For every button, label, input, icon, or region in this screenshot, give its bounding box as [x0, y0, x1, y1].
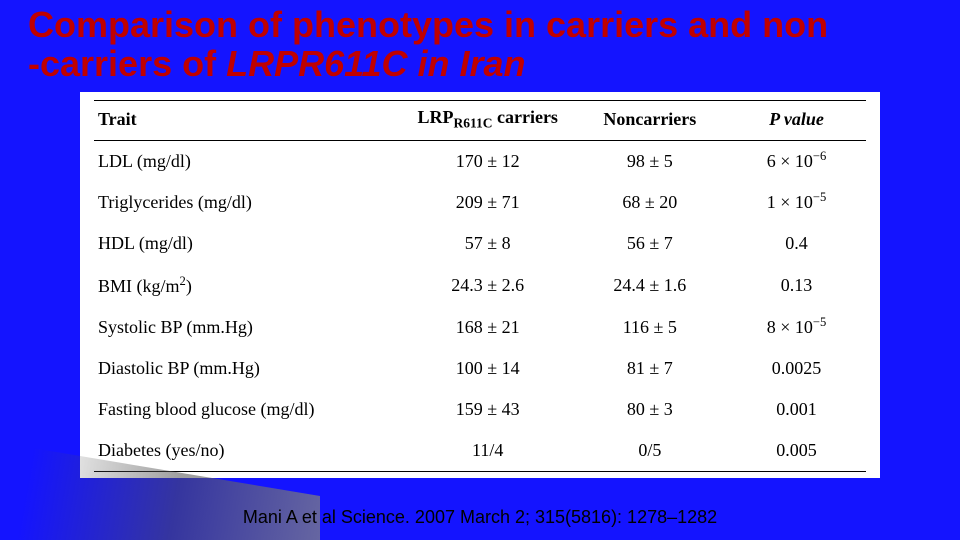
- cell-pvalue: 0.005: [727, 430, 866, 472]
- cell-pvalue: 0.001: [727, 389, 866, 430]
- cell-pvalue: 0.13: [727, 264, 866, 307]
- cell-noncarriers: 56 ± 7: [573, 223, 727, 264]
- table-row: Systolic BP (mm.Hg)168 ± 21116 ± 58 × 10…: [94, 307, 866, 348]
- table-row: Diastolic BP (mm.Hg)100 ± 1481 ± 70.0025: [94, 348, 866, 389]
- table-row: Triglycerides (mg/dl)209 ± 7168 ± 201 × …: [94, 182, 866, 223]
- table-row: LDL (mg/dl)170 ± 1298 ± 56 × 10−6: [94, 140, 866, 182]
- cell-trait: LDL (mg/dl): [94, 140, 403, 182]
- table-body: LDL (mg/dl)170 ± 1298 ± 56 × 10−6Triglyc…: [94, 140, 866, 471]
- cell-trait: HDL (mg/dl): [94, 223, 403, 264]
- cell-carriers: 24.3 ± 2.6: [403, 264, 573, 307]
- col-trait: Trait: [94, 101, 403, 141]
- col-noncarriers: Noncarriers: [573, 101, 727, 141]
- cell-pvalue: 0.4: [727, 223, 866, 264]
- table-row: HDL (mg/dl)57 ± 856 ± 70.4: [94, 223, 866, 264]
- cell-noncarriers: 116 ± 5: [573, 307, 727, 348]
- cell-trait: Diastolic BP (mm.Hg): [94, 348, 403, 389]
- slide: Comparison of phenotypes in carriers and…: [0, 0, 960, 540]
- title-line1: Comparison of phenotypes in carriers and…: [28, 4, 828, 45]
- cell-trait: Fasting blood glucose (mg/dl): [94, 389, 403, 430]
- cell-carriers: 100 ± 14: [403, 348, 573, 389]
- title-line2-prefix: -carriers of: [28, 43, 226, 84]
- cell-pvalue: 6 × 10−6: [727, 140, 866, 182]
- title-line2-dot: .: [526, 43, 536, 84]
- slide-title: Comparison of phenotypes in carriers and…: [28, 6, 938, 84]
- table-row: Fasting blood glucose (mg/dl)159 ± 4380 …: [94, 389, 866, 430]
- cell-noncarriers: 0/5: [573, 430, 727, 472]
- table-row: BMI (kg/m2)24.3 ± 2.624.4 ± 1.60.13: [94, 264, 866, 307]
- cell-trait: Diabetes (yes/no): [94, 430, 403, 472]
- col-carriers: LRPR611C carriers: [403, 101, 573, 141]
- table-container: Trait LRPR611C carriers Noncarriers P va…: [80, 92, 880, 478]
- cell-carriers: 168 ± 21: [403, 307, 573, 348]
- table-header-row: Trait LRPR611C carriers Noncarriers P va…: [94, 101, 866, 141]
- cell-pvalue: 0.0025: [727, 348, 866, 389]
- citation: Mani A et al Science. 2007 March 2; 315(…: [0, 507, 960, 528]
- cell-noncarriers: 68 ± 20: [573, 182, 727, 223]
- col-pvalue: P value: [727, 101, 866, 141]
- cell-noncarriers: 24.4 ± 1.6: [573, 264, 727, 307]
- cell-noncarriers: 98 ± 5: [573, 140, 727, 182]
- cell-noncarriers: 81 ± 7: [573, 348, 727, 389]
- cell-carriers: 11/4: [403, 430, 573, 472]
- cell-trait: Triglycerides (mg/dl): [94, 182, 403, 223]
- cell-carriers: 170 ± 12: [403, 140, 573, 182]
- cell-trait: BMI (kg/m2): [94, 264, 403, 307]
- cell-trait: Systolic BP (mm.Hg): [94, 307, 403, 348]
- cell-carriers: 209 ± 71: [403, 182, 573, 223]
- cell-pvalue: 8 × 10−5: [727, 307, 866, 348]
- cell-noncarriers: 80 ± 3: [573, 389, 727, 430]
- cell-carriers: 57 ± 8: [403, 223, 573, 264]
- title-line2-italic: LRPR611C in Iran: [226, 43, 525, 84]
- cell-pvalue: 1 × 10−5: [727, 182, 866, 223]
- phenotype-table: Trait LRPR611C carriers Noncarriers P va…: [94, 100, 866, 472]
- cell-carriers: 159 ± 43: [403, 389, 573, 430]
- table-row: Diabetes (yes/no)11/40/50.005: [94, 430, 866, 472]
